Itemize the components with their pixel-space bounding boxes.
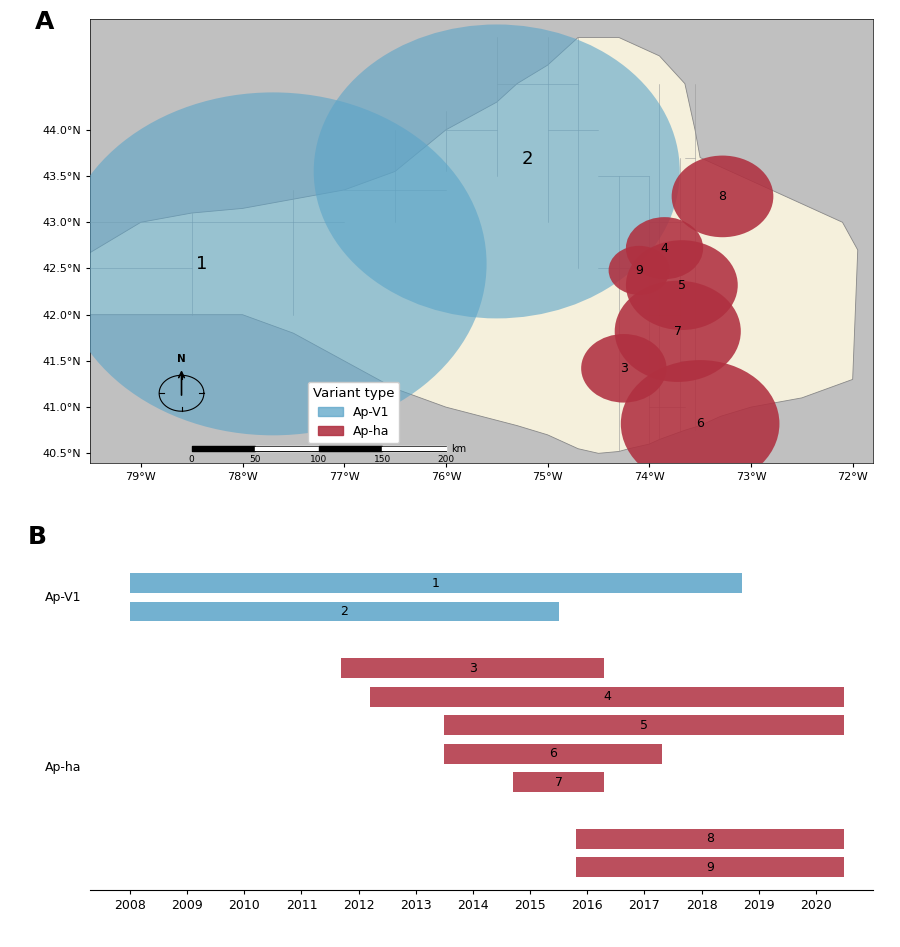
Bar xyxy=(370,687,844,706)
Text: 1: 1 xyxy=(432,577,440,590)
Ellipse shape xyxy=(59,93,487,436)
Bar xyxy=(513,772,605,792)
Polygon shape xyxy=(64,38,858,454)
Ellipse shape xyxy=(314,25,680,318)
Text: 2: 2 xyxy=(521,151,533,169)
Ellipse shape xyxy=(608,246,670,295)
Text: 5: 5 xyxy=(678,278,686,292)
Text: 2: 2 xyxy=(340,605,348,618)
Text: 8: 8 xyxy=(718,190,726,203)
Text: 7: 7 xyxy=(554,776,562,789)
Text: 3: 3 xyxy=(620,362,628,375)
Legend: Ap-V1, Ap-ha: Ap-V1, Ap-ha xyxy=(308,382,400,443)
Ellipse shape xyxy=(626,241,738,331)
Bar xyxy=(445,743,662,763)
Text: 4: 4 xyxy=(603,690,611,704)
Text: 200: 200 xyxy=(437,456,454,464)
Text: 6: 6 xyxy=(697,418,704,430)
Bar xyxy=(130,573,742,593)
Text: 100: 100 xyxy=(310,456,328,464)
Text: 7: 7 xyxy=(674,325,682,338)
Ellipse shape xyxy=(671,155,773,237)
Ellipse shape xyxy=(615,280,741,382)
Text: 0: 0 xyxy=(189,456,194,464)
Text: 9: 9 xyxy=(635,264,644,277)
Text: N: N xyxy=(177,353,186,364)
Ellipse shape xyxy=(621,360,779,488)
Bar xyxy=(341,658,605,678)
Text: 150: 150 xyxy=(374,456,391,464)
Text: 6: 6 xyxy=(549,747,557,760)
Bar xyxy=(445,715,844,735)
Text: 1: 1 xyxy=(196,255,208,273)
Bar xyxy=(130,601,559,621)
Text: 8: 8 xyxy=(706,832,714,846)
Text: 3: 3 xyxy=(469,662,477,675)
Bar xyxy=(576,857,844,877)
Text: A: A xyxy=(35,10,55,34)
Text: B: B xyxy=(27,525,47,549)
Text: 9: 9 xyxy=(706,861,714,874)
Bar xyxy=(576,829,844,849)
Ellipse shape xyxy=(626,217,703,279)
Text: 50: 50 xyxy=(249,456,261,464)
Text: km: km xyxy=(451,444,466,454)
Text: 5: 5 xyxy=(641,719,648,732)
Text: Ap-V1: Ap-V1 xyxy=(45,591,81,604)
Text: Ap-ha: Ap-ha xyxy=(45,761,81,775)
Ellipse shape xyxy=(581,334,667,402)
Text: 4: 4 xyxy=(661,241,669,255)
